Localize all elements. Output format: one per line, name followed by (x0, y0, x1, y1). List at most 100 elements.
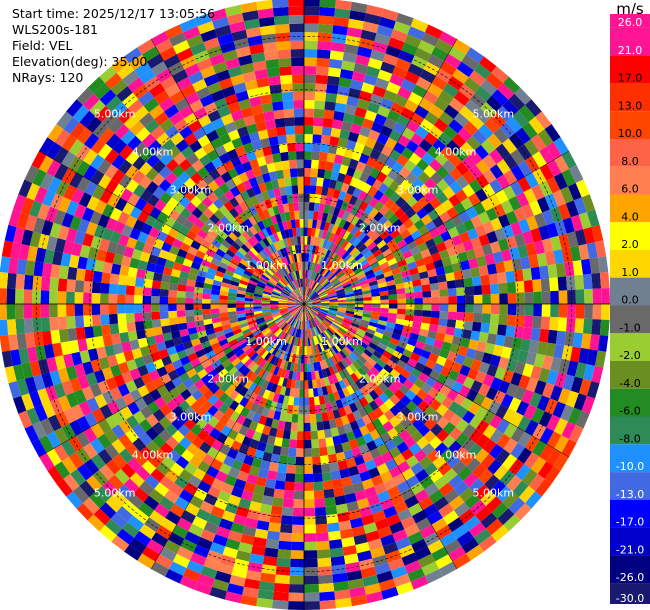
velocity-cell (301, 295, 304, 304)
velocity-cell (127, 330, 138, 342)
velocity-cell (217, 33, 234, 46)
velocity-cell (234, 360, 244, 371)
velocity-cell (328, 366, 336, 376)
velocity-cell (164, 234, 176, 246)
velocity-cell (180, 538, 197, 553)
velocity-cell (312, 305, 321, 308)
velocity-cell (389, 355, 400, 365)
velocity-cell (277, 394, 285, 404)
velocity-cell (129, 206, 143, 220)
velocity-cell (25, 260, 36, 276)
velocity-cell (523, 188, 537, 204)
velocity-cell (361, 182, 372, 194)
velocity-cell (304, 550, 318, 559)
velocity-cell (312, 219, 318, 229)
velocity-cell (212, 61, 228, 74)
velocity-cell (284, 211, 291, 221)
velocity-cell (419, 475, 434, 490)
velocity-cell (284, 481, 295, 491)
velocity-cell (452, 553, 471, 569)
station-label: WLS200s-181 (12, 22, 98, 37)
velocity-cell (258, 251, 267, 260)
velocity-cell (225, 538, 241, 551)
velocity-cell (90, 169, 105, 185)
velocity-cell (405, 424, 418, 437)
velocity-cell (354, 297, 364, 302)
velocity-cell (261, 259, 270, 268)
colorbar-swatch (610, 472, 650, 500)
velocity-cell (570, 346, 581, 363)
velocity-cell (40, 418, 55, 436)
velocity-cell (412, 279, 422, 287)
velocity-cell (192, 516, 208, 530)
velocity-cell (111, 169, 126, 184)
velocity-cell (206, 149, 219, 162)
velocity-cell (478, 123, 494, 140)
velocity-cell (262, 208, 271, 219)
velocity-cell (442, 408, 456, 422)
velocity-cell (349, 277, 359, 284)
velocity-cell (75, 327, 86, 340)
velocity-cell (423, 343, 434, 353)
velocity-cell (27, 245, 38, 262)
velocity-cell (542, 382, 555, 399)
velocity-cell (54, 129, 71, 147)
velocity-cell (414, 47, 432, 62)
velocity-cell (554, 155, 570, 173)
velocity-cell (280, 257, 287, 267)
velocity-cell (151, 296, 160, 304)
velocity-cell (290, 550, 304, 559)
velocity-cell (288, 592, 304, 602)
velocity-cell (286, 316, 293, 323)
velocity-cell (208, 262, 219, 271)
velocity-cell (230, 257, 240, 266)
velocity-cell (252, 271, 262, 279)
velocity-cell (414, 378, 426, 389)
velocity-cell (288, 297, 297, 301)
velocity-cell (418, 40, 436, 55)
velocity-cell (207, 180, 220, 192)
velocity-cell (346, 375, 355, 385)
velocity-cell (25, 332, 36, 348)
velocity-cell (542, 238, 554, 253)
velocity-cell (438, 111, 454, 126)
velocity-cell (325, 161, 334, 171)
velocity-cell (539, 328, 550, 343)
velocity-cell (415, 517, 432, 532)
velocity-cell (243, 208, 253, 219)
velocity-cell (304, 0, 320, 7)
velocity-cell (435, 266, 446, 276)
velocity-cell (427, 510, 443, 525)
velocity-cell (397, 134, 411, 148)
velocity-cell (15, 273, 25, 290)
velocity-cell (276, 471, 287, 482)
velocity-cell (61, 168, 76, 185)
velocity-cell (83, 165, 98, 181)
velocity-cell (258, 16, 275, 27)
velocity-cell (516, 400, 530, 416)
velocity-cell (264, 180, 274, 191)
velocity-cell (319, 591, 336, 602)
velocity-cell (318, 574, 334, 585)
velocity-cell (187, 383, 199, 395)
velocity-cell (343, 404, 353, 416)
velocity-cell (314, 272, 320, 282)
velocity-cell (240, 325, 250, 332)
velocity-cell (311, 297, 321, 302)
velocity-cell (218, 230, 229, 240)
velocity-cell (394, 277, 404, 285)
velocity-cell (0, 288, 7, 304)
velocity-cell (137, 364, 149, 377)
velocity-cell (404, 560, 422, 574)
velocity-cell (77, 127, 93, 145)
velocity-cell (284, 117, 295, 127)
velocity-cell (82, 497, 100, 515)
velocity-cell (327, 144, 338, 155)
velocity-cell (316, 220, 322, 230)
velocity-cell (486, 95, 503, 112)
velocity-cell (400, 78, 416, 92)
velocity-cell (320, 277, 327, 285)
velocity-cell (232, 345, 243, 354)
velocity-cell (376, 225, 387, 236)
velocity-cell (304, 456, 313, 466)
